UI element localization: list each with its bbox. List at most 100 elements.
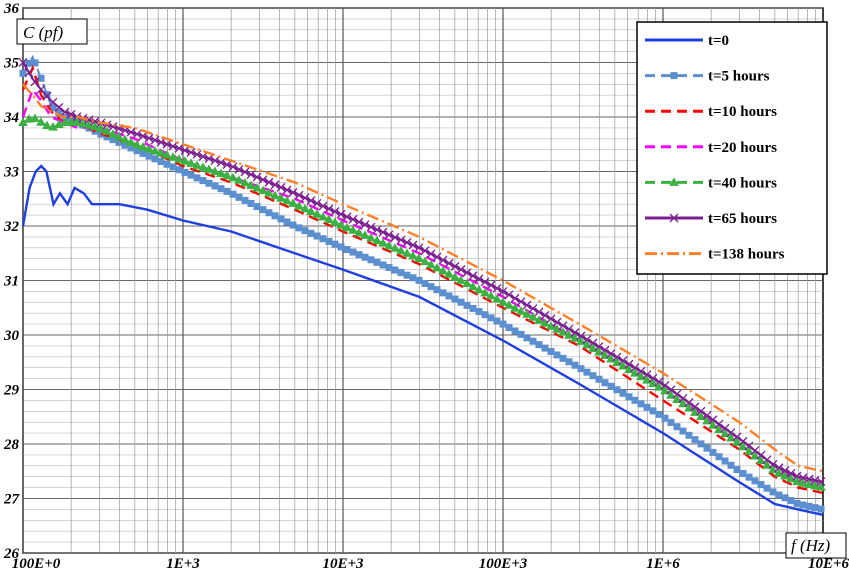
data-point	[733, 466, 741, 474]
data-point	[325, 237, 333, 245]
data-point	[457, 298, 465, 306]
data-point	[330, 217, 340, 226]
data-point	[300, 203, 310, 213]
data-point	[408, 240, 418, 250]
data-point	[30, 77, 40, 87]
x-axis-title-box: f (Hz)	[785, 532, 847, 559]
data-point	[690, 407, 700, 416]
data-point	[102, 126, 112, 135]
data-point	[306, 206, 316, 216]
data-point	[150, 146, 160, 155]
series-3	[21, 87, 824, 489]
data-point	[240, 167, 250, 177]
data-point	[426, 249, 436, 259]
data-point	[402, 248, 412, 257]
data-point	[271, 212, 279, 220]
data-point	[312, 198, 322, 208]
data-point	[306, 196, 316, 206]
series-line	[21, 164, 824, 517]
data-point	[721, 457, 729, 465]
data-point	[126, 127, 136, 137]
y-tick-label: 34	[3, 110, 20, 126]
x-tick-label: 1E+6	[646, 556, 680, 571]
legend-entry-5: t=65 hours	[645, 211, 777, 227]
data-point	[24, 68, 34, 78]
data-point	[655, 410, 663, 418]
data-point	[336, 209, 346, 219]
data-point	[486, 280, 496, 290]
legend-entry-1: t=5 hours	[645, 69, 770, 85]
data-point	[30, 113, 40, 122]
data-point	[781, 494, 789, 502]
data-point	[739, 469, 747, 477]
data-point	[588, 338, 598, 348]
data-point	[654, 377, 664, 387]
legend-entry-4: t=40 hours	[645, 175, 777, 191]
data-point	[816, 482, 826, 491]
data-point	[595, 375, 603, 383]
data-point	[744, 446, 754, 455]
data-point	[307, 229, 315, 237]
data-point	[805, 502, 813, 510]
x-tick-label: 100E+3	[479, 556, 528, 571]
x-tick-label: 10E+3	[322, 556, 364, 571]
data-point	[168, 152, 178, 161]
data-point	[276, 182, 286, 192]
data-point	[264, 188, 274, 197]
data-point	[379, 261, 387, 269]
data-point	[198, 162, 208, 171]
data-point	[199, 177, 207, 185]
data-point	[535, 341, 543, 349]
data-point	[450, 272, 460, 281]
data-point	[270, 180, 280, 190]
data-point	[258, 185, 268, 195]
data-point	[625, 393, 633, 401]
data-point	[570, 328, 580, 337]
data-point	[685, 431, 693, 439]
data-point	[672, 394, 682, 403]
data-point	[613, 386, 621, 394]
data-point	[517, 330, 525, 338]
data-point	[421, 279, 429, 287]
data-point	[246, 170, 256, 179]
data-point	[775, 491, 783, 499]
data-point	[108, 129, 118, 138]
data-point	[228, 172, 238, 182]
data-point	[378, 227, 388, 237]
data-point	[240, 177, 250, 187]
data-point	[408, 250, 418, 260]
data-point	[565, 358, 573, 366]
data-point	[564, 324, 574, 334]
data-point	[469, 304, 477, 312]
data-point	[414, 253, 424, 263]
data-point	[691, 436, 699, 444]
data-point	[558, 327, 568, 336]
data-point	[745, 473, 753, 481]
data-point	[432, 262, 442, 272]
y-tick-label: 26	[3, 546, 20, 562]
data-point	[738, 441, 748, 451]
data-point	[547, 348, 555, 356]
data-point	[474, 284, 484, 294]
data-point	[642, 370, 652, 380]
data-point	[253, 203, 261, 211]
data-point	[283, 218, 291, 226]
data-point	[264, 177, 274, 187]
data-point	[390, 243, 400, 252]
data-point	[463, 301, 471, 309]
data-point	[762, 460, 772, 469]
data-point	[450, 261, 460, 271]
data-point	[247, 199, 255, 207]
legend-label: t=65 hours	[708, 211, 777, 227]
data-point	[558, 321, 568, 331]
data-point	[540, 310, 550, 320]
data-point	[163, 160, 171, 168]
data-point	[696, 411, 706, 421]
data-point	[259, 206, 267, 214]
series-5	[18, 58, 826, 487]
data-point	[727, 461, 735, 469]
data-point	[660, 385, 670, 395]
series-0	[21, 164, 824, 517]
series-4	[18, 113, 826, 491]
data-point	[492, 283, 502, 293]
